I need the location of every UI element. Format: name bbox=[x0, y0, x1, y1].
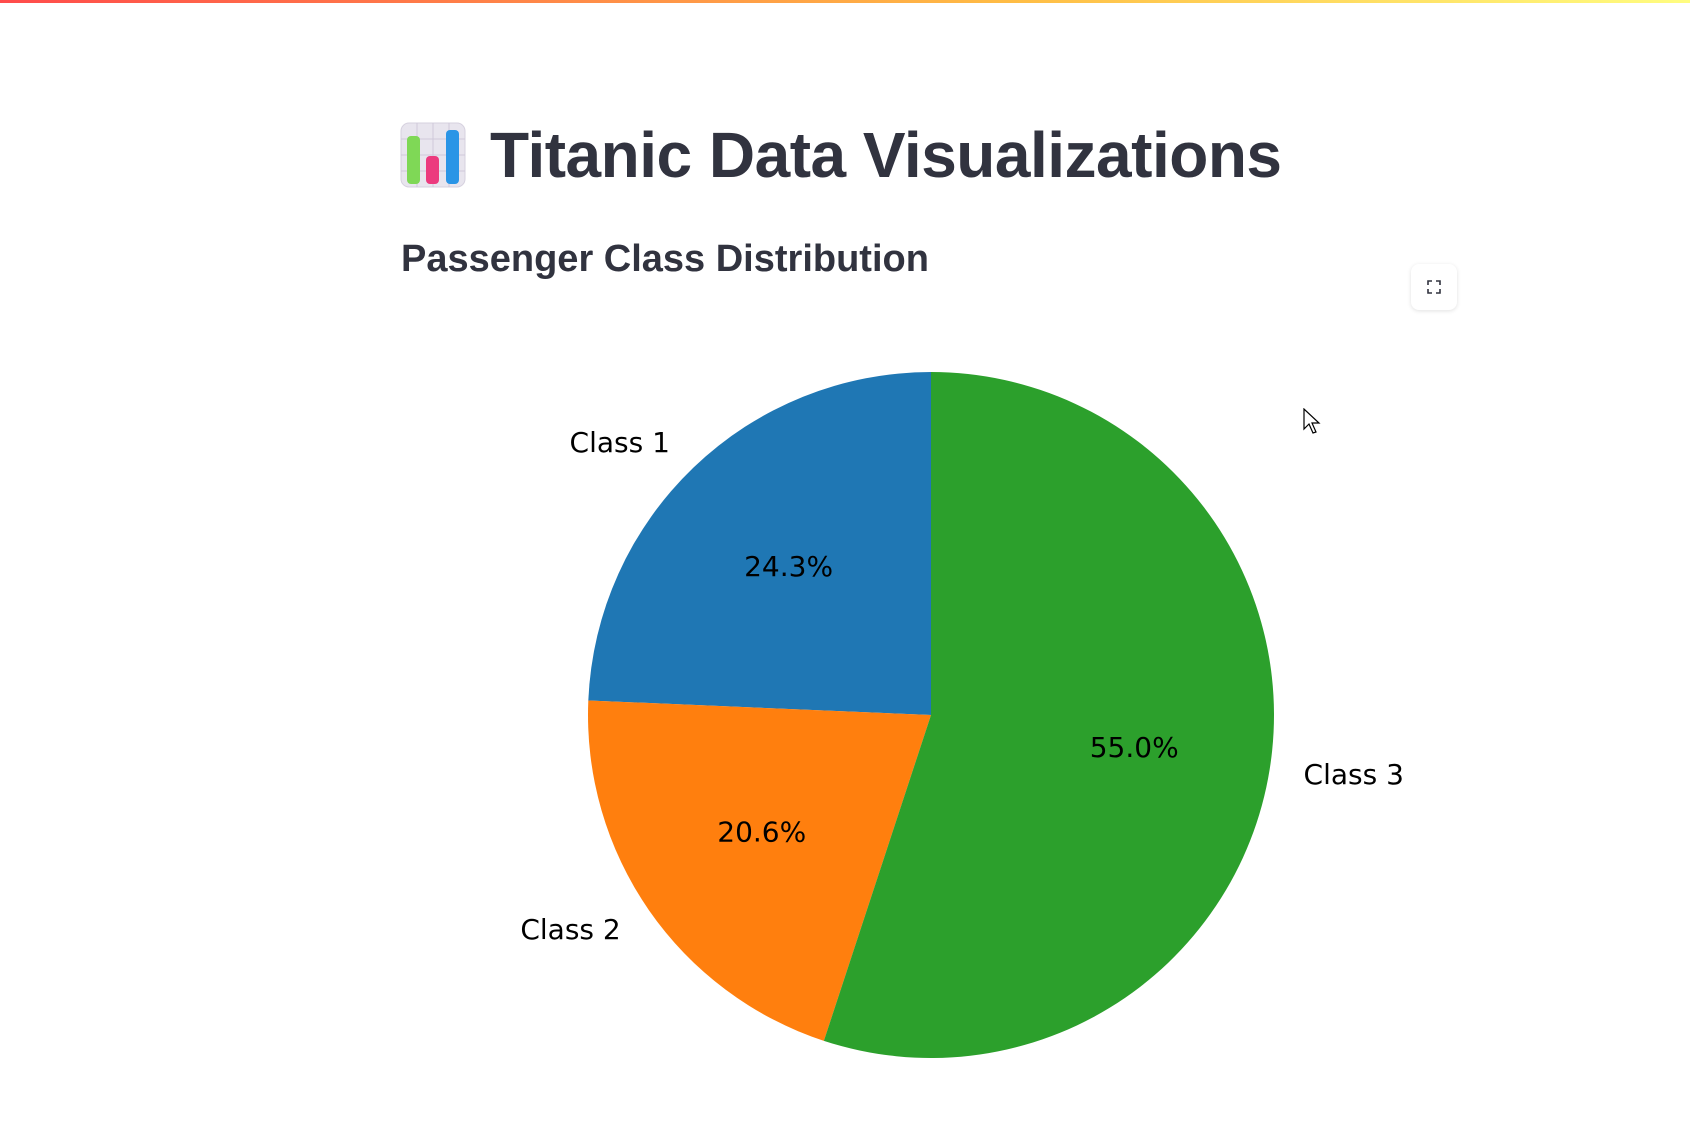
pie-percent-label: 24.3% bbox=[744, 550, 833, 583]
pie-category-label: Class 2 bbox=[520, 913, 620, 946]
pie-category-label: Class 3 bbox=[1304, 758, 1404, 791]
page-title: Titanic Data Visualizations bbox=[490, 119, 1282, 191]
pie-slice-class-1 bbox=[588, 372, 931, 715]
bar-chart-emoji-icon bbox=[400, 122, 466, 188]
fullscreen-icon bbox=[1427, 280, 1441, 294]
pie-percent-label: 55.0% bbox=[1090, 731, 1179, 764]
top-decoration-bar bbox=[0, 0, 1690, 3]
fullscreen-button[interactable] bbox=[1411, 264, 1457, 310]
section-title: Passenger Class Distribution bbox=[401, 238, 929, 280]
pie-slice-class-3 bbox=[823, 372, 1275, 1058]
mouse-cursor-icon bbox=[1303, 408, 1321, 434]
pie-percent-label: 20.6% bbox=[717, 816, 806, 849]
page-header: Titanic Data Visualizations bbox=[400, 115, 1282, 195]
pie-category-label: Class 1 bbox=[570, 426, 670, 459]
pie-slice-class-2 bbox=[588, 700, 931, 1041]
